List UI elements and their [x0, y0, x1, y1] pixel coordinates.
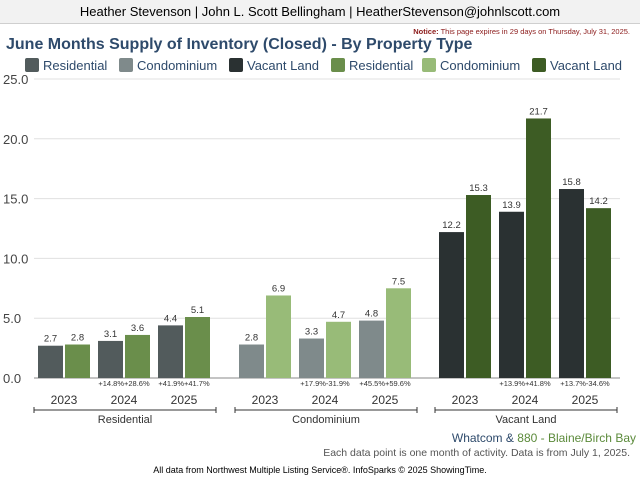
year-label: 2023	[51, 393, 78, 407]
bar-value-label: 15.3	[469, 183, 488, 194]
bar-value-label: 7.5	[392, 276, 405, 287]
area2-name: 880 - Blaine/Birch Bay	[517, 431, 636, 445]
bar-value-label: 12.2	[442, 220, 461, 231]
bar-value-label: 3.3	[305, 327, 318, 338]
y-tick-label: 15.0	[3, 192, 28, 207]
group-label: Condominium	[292, 414, 360, 426]
legend-swatch	[532, 58, 546, 72]
bar-value-label: 4.8	[365, 309, 378, 320]
bar-value-label: 5.1	[191, 305, 204, 316]
year-label: 2025	[171, 393, 198, 407]
legend-label: Condominium	[440, 58, 521, 73]
y-tick-label: 5.0	[3, 311, 21, 326]
bar-value-label: 3.6	[131, 323, 144, 334]
change-label: +41.9%+41.7%	[158, 379, 210, 388]
agent-header-bar: Heather Stevenson | John L. Scott Bellin…	[0, 0, 640, 24]
legend-swatch	[422, 58, 436, 72]
bar-value-label: 6.9	[272, 283, 285, 294]
bar-value-label: 15.8	[562, 177, 581, 188]
year-label: 2025	[572, 393, 599, 407]
area-ampersand: &	[505, 431, 514, 445]
bar	[326, 321, 351, 378]
legend-swatch	[229, 58, 243, 72]
bar	[559, 189, 584, 378]
bar	[65, 344, 90, 378]
bar-value-label: 3.1	[104, 329, 117, 340]
legend-swatch	[119, 58, 133, 72]
bar-value-label: 2.7	[44, 334, 57, 345]
bar	[439, 232, 464, 378]
chart-title: June Months Supply of Inventory (Closed)…	[6, 36, 473, 53]
year-label: 2023	[452, 393, 479, 407]
y-tick-label: 0.0	[3, 371, 21, 386]
year-label: 2024	[312, 393, 339, 407]
y-tick-label: 20.0	[3, 132, 28, 147]
bar-value-label: 2.8	[71, 333, 84, 344]
data-note: Each data point is one month of activity…	[323, 447, 630, 459]
bar	[359, 320, 384, 378]
group-label: Residential	[98, 414, 152, 426]
expiry-notice: Notice: This page expires in 29 days on …	[413, 27, 630, 36]
y-tick-label: 10.0	[3, 251, 28, 266]
bar	[266, 295, 291, 378]
bar	[466, 195, 491, 378]
legend-label: Condominium	[137, 58, 218, 73]
legend-label: Residential	[43, 58, 108, 73]
notice-text: This page expires in 29 days on Thursday…	[440, 27, 630, 36]
change-label: +14.8%+28.6%	[98, 379, 150, 388]
bar	[526, 118, 551, 378]
change-label: +13.7%-34.6%	[560, 379, 610, 388]
bar	[125, 334, 150, 378]
bar	[239, 344, 264, 378]
bar	[98, 340, 123, 378]
agent-info: Heather Stevenson | John L. Scott Bellin…	[79, 4, 561, 19]
area1-name: Whatcom	[451, 431, 503, 445]
bar	[499, 211, 524, 378]
year-label: 2025	[372, 393, 399, 407]
bar-value-label: 4.7	[332, 310, 345, 321]
bar	[158, 325, 183, 378]
bar	[299, 338, 324, 378]
bar-value-label: 14.2	[589, 196, 608, 207]
change-label: +17.9%-31.9%	[300, 379, 350, 388]
bar-value-label: 2.8	[245, 333, 258, 344]
legend-swatch	[25, 58, 39, 72]
bar-value-label: 13.9	[502, 200, 521, 211]
bar-value-label: 4.4	[164, 313, 177, 324]
change-label: +13.9%+41.8%	[499, 379, 551, 388]
bar	[586, 208, 611, 378]
group-label: Vacant Land	[496, 414, 557, 426]
year-label: 2024	[111, 393, 138, 407]
bar	[185, 317, 210, 378]
bar	[386, 288, 411, 378]
notice-label: Notice:	[413, 27, 439, 36]
change-label: +45.5%+59.6%	[359, 379, 411, 388]
bar	[38, 345, 63, 378]
legend-label: Vacant Land	[247, 58, 320, 73]
y-tick-label: 25.0	[3, 72, 28, 87]
year-label: 2024	[512, 393, 539, 407]
area-caption: Whatcom & 880 - Blaine/Birch Bay	[452, 431, 636, 445]
legend-label: Residential	[349, 58, 414, 73]
legend-swatch	[331, 58, 345, 72]
year-label: 2023	[252, 393, 279, 407]
bar-value-label: 21.7	[529, 106, 548, 117]
source-credit: All data from Northwest Multiple Listing…	[153, 465, 487, 475]
legend-label: Vacant Land	[550, 58, 623, 73]
